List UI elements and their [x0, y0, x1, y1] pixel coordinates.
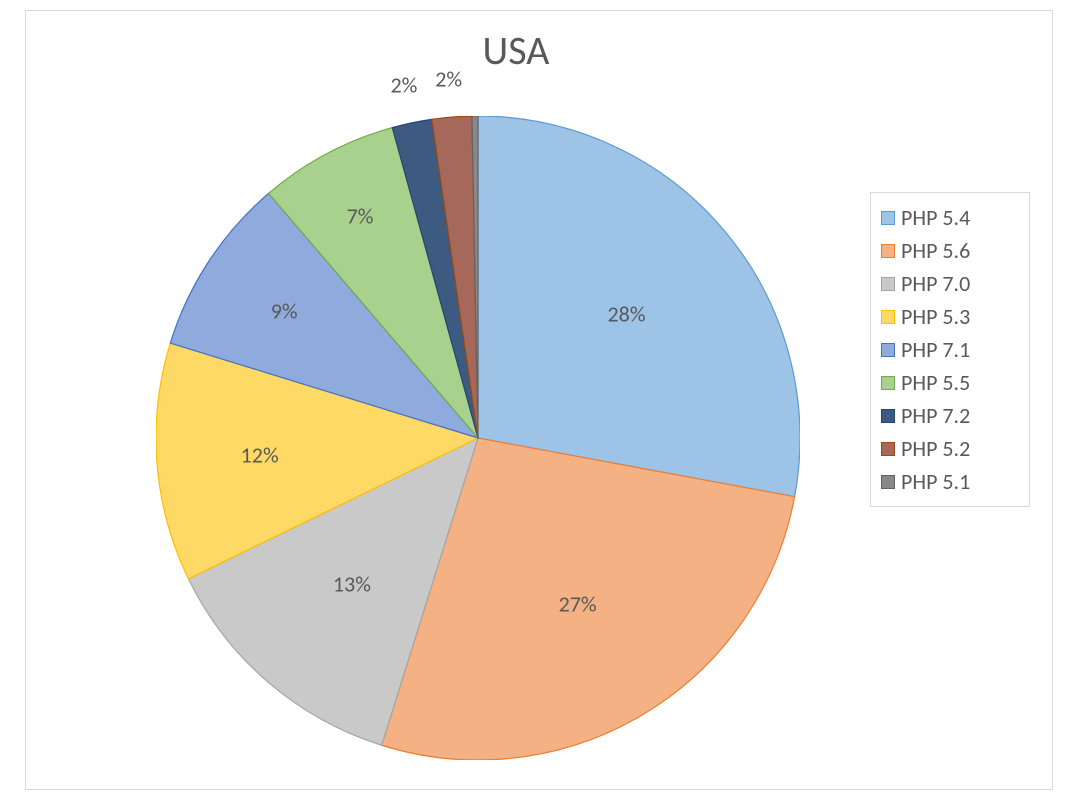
legend-item: PHP 5.4	[881, 201, 1019, 234]
legend-swatch	[881, 475, 895, 489]
legend-label: PHP 5.4	[901, 207, 970, 229]
legend-swatch	[881, 442, 895, 456]
legend-item: PHP 7.2	[881, 399, 1019, 432]
legend-item: PHP 7.0	[881, 267, 1019, 300]
pie-svg	[156, 116, 800, 760]
legend-item: PHP 5.6	[881, 234, 1019, 267]
legend-swatch	[881, 409, 895, 423]
legend-label: PHP 5.6	[901, 240, 970, 262]
pie-data-label: 28%	[608, 301, 646, 328]
pie-data-label: 13%	[333, 571, 371, 598]
legend-swatch	[881, 211, 895, 225]
legend-item: PHP 5.5	[881, 366, 1019, 399]
pie-data-label: 27%	[559, 590, 597, 617]
legend-item: PHP 5.3	[881, 300, 1019, 333]
legend-label: PHP 5.2	[901, 438, 970, 460]
pie-slices	[156, 116, 800, 760]
legend-label: PHP 5.5	[901, 372, 970, 394]
pie-chart	[156, 116, 800, 760]
legend-label: PHP 5.1	[901, 471, 970, 493]
legend-swatch	[881, 376, 895, 390]
legend-swatch	[881, 343, 895, 357]
pie-data-label: 12%	[241, 441, 279, 468]
legend-item: PHP 5.1	[881, 465, 1019, 498]
legend-label: PHP 7.1	[901, 339, 970, 361]
pie-data-label: 2%	[391, 72, 418, 99]
legend-label: PHP 7.0	[901, 273, 970, 295]
legend-swatch	[881, 310, 895, 324]
pie-data-label: 2%	[435, 65, 462, 92]
pie-data-label: 9%	[271, 297, 298, 324]
legend-item: PHP 5.2	[881, 432, 1019, 465]
pie-data-label: 7%	[347, 203, 374, 230]
legend-item: PHP 7.1	[881, 333, 1019, 366]
legend: PHP 5.4 PHP 5.6 PHP 7.0 PHP 5.3 PHP 7.1 PHP 5…	[870, 192, 1030, 507]
legend-label: PHP 7.2	[901, 405, 970, 427]
legend-swatch	[881, 277, 895, 291]
legend-swatch	[881, 244, 895, 258]
legend-label: PHP 5.3	[901, 306, 970, 328]
chart-title: USA	[446, 26, 586, 75]
